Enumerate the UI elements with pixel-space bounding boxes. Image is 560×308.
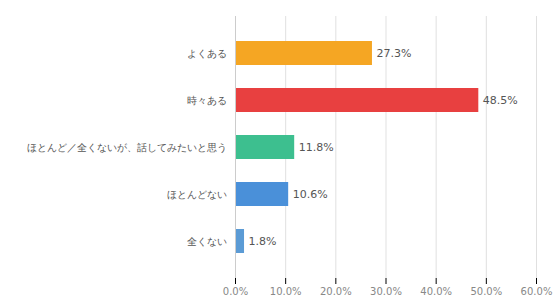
svg-text:全くない: 全くない — [187, 236, 227, 247]
svg-text:20.0%: 20.0% — [320, 286, 352, 297]
svg-text:10.6%: 10.6% — [293, 188, 328, 201]
svg-text:10.0%: 10.0% — [270, 286, 302, 297]
svg-text:0.0%: 0.0% — [223, 286, 248, 297]
svg-text:30.0%: 30.0% — [370, 286, 402, 297]
svg-text:1.8%: 1.8% — [249, 235, 277, 248]
svg-text:48.5%: 48.5% — [483, 94, 518, 107]
svg-text:27.3%: 27.3% — [376, 47, 411, 60]
svg-text:60.0%: 60.0% — [521, 286, 553, 297]
svg-text:40.0%: 40.0% — [420, 286, 452, 297]
svg-text:時々ある: 時々ある — [187, 95, 227, 106]
svg-text:ほとんど／全くないが、話してみたいと思う: ほとんど／全くないが、話してみたいと思う — [27, 142, 227, 153]
svg-text:よくある: よくある — [187, 48, 227, 59]
svg-text:ほとんどない: ほとんどない — [167, 189, 227, 200]
svg-text:11.8%: 11.8% — [299, 141, 334, 154]
svg-text:50.0%: 50.0% — [470, 286, 502, 297]
